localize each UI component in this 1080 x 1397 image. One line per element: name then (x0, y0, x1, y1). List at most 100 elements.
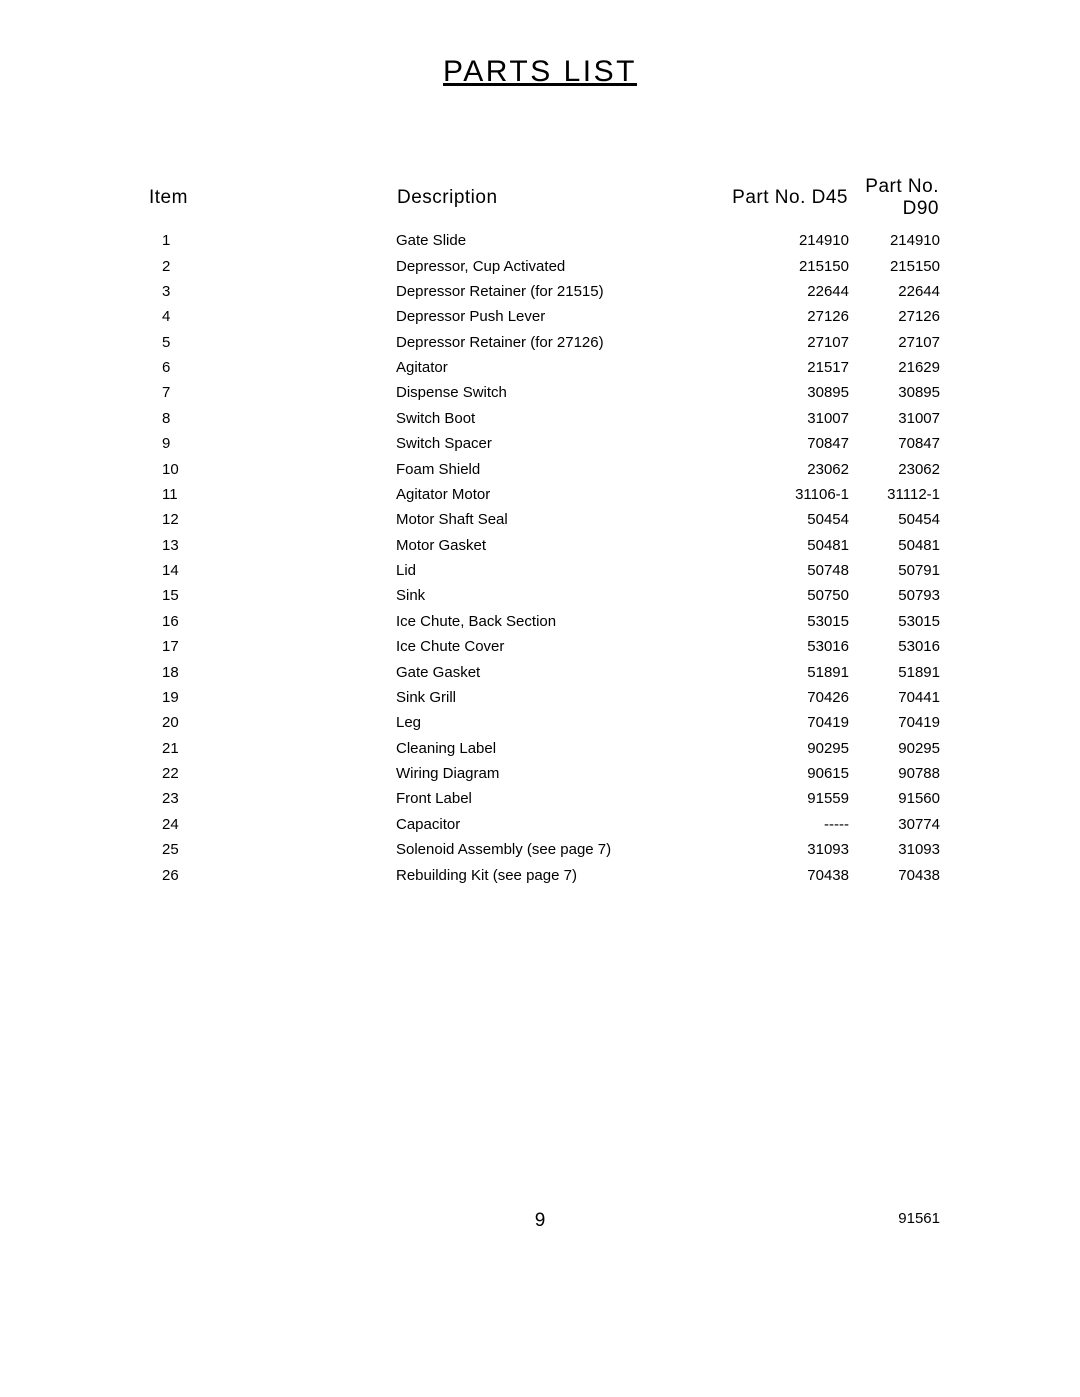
cell-part-d45: 51891 (688, 659, 849, 684)
cell-item: 16 (148, 609, 396, 634)
cell-part-d45: 70419 (688, 710, 849, 735)
cell-part-d45: 50454 (688, 507, 849, 532)
cell-part-d45: 90615 (688, 761, 849, 786)
cell-item: 18 (148, 659, 396, 684)
document-id: 91561 (898, 1210, 940, 1227)
cell-description: Depressor Push Lever (396, 304, 688, 329)
cell-part-d90: 90295 (849, 736, 940, 761)
cell-item: 20 (148, 710, 396, 735)
table-row: 5Depressor Retainer (for 27126)271072710… (148, 330, 940, 355)
cell-part-d90: 214910 (849, 228, 940, 253)
header-part-d90: Part No. D90 (849, 175, 940, 228)
cell-description: Sink (396, 583, 688, 608)
table-row: 16Ice Chute, Back Section5301553015 (148, 609, 940, 634)
cell-description: Leg (396, 710, 688, 735)
table-row: 23Front Label9155991560 (148, 786, 940, 811)
cell-item: 25 (148, 837, 396, 862)
cell-part-d45: 21517 (688, 355, 849, 380)
cell-item: 12 (148, 507, 396, 532)
cell-part-d90: 27107 (849, 330, 940, 355)
cell-description: Switch Boot (396, 406, 688, 431)
cell-description: Sink Grill (396, 685, 688, 710)
table-row: 9Switch Spacer7084770847 (148, 431, 940, 456)
cell-item: 11 (148, 482, 396, 507)
table-row: 8Switch Boot3100731007 (148, 406, 940, 431)
table-body: 1Gate Slide2149102149102Depressor, Cup A… (148, 228, 940, 888)
cell-item: 26 (148, 862, 396, 887)
cell-item: 24 (148, 812, 396, 837)
cell-part-d45: 53016 (688, 634, 849, 659)
table-row: 6Agitator2151721629 (148, 355, 940, 380)
cell-item: 13 (148, 533, 396, 558)
cell-item: 14 (148, 558, 396, 583)
cell-item: 22 (148, 761, 396, 786)
cell-part-d45: 53015 (688, 609, 849, 634)
header-description: Description (396, 175, 688, 228)
cell-item: 4 (148, 304, 396, 329)
cell-part-d45: 90295 (688, 736, 849, 761)
cell-part-d90: 50454 (849, 507, 940, 532)
cell-part-d45: 70847 (688, 431, 849, 456)
cell-part-d45: 31106-1 (688, 482, 849, 507)
cell-part-d90: 70847 (849, 431, 940, 456)
table-row: 21Cleaning Label9029590295 (148, 736, 940, 761)
table-row: 17Ice Chute Cover5301653016 (148, 634, 940, 659)
cell-item: 2 (148, 253, 396, 278)
cell-part-d45: 27107 (688, 330, 849, 355)
cell-description: Rebuilding Kit (see page 7) (396, 862, 688, 887)
cell-item: 9 (148, 431, 396, 456)
cell-part-d45: 70426 (688, 685, 849, 710)
cell-description: Cleaning Label (396, 736, 688, 761)
table-row: 24Capacitor-----30774 (148, 812, 940, 837)
cell-item: 1 (148, 228, 396, 253)
cell-part-d90: 21629 (849, 355, 940, 380)
page-title: PARTS LIST (0, 55, 1080, 89)
cell-part-d90: 70419 (849, 710, 940, 735)
cell-item: 21 (148, 736, 396, 761)
cell-description: Agitator (396, 355, 688, 380)
cell-item: 7 (148, 380, 396, 405)
cell-description: Motor Gasket (396, 533, 688, 558)
cell-part-d45: 70438 (688, 862, 849, 887)
cell-part-d45: 30895 (688, 380, 849, 405)
cell-description: Gate Gasket (396, 659, 688, 684)
parts-table-wrap: Item Description Part No. D45 Part No. D… (148, 175, 940, 888)
cell-item: 19 (148, 685, 396, 710)
table-row: 25Solenoid Assembly (see page 7)31093310… (148, 837, 940, 862)
cell-part-d90: 50481 (849, 533, 940, 558)
table-row: 11Agitator Motor31106-131112-1 (148, 482, 940, 507)
cell-item: 3 (148, 279, 396, 304)
cell-part-d45: 50750 (688, 583, 849, 608)
cell-item: 8 (148, 406, 396, 431)
table-row: 3Depressor Retainer (for 21515)226442264… (148, 279, 940, 304)
cell-part-d45: 22644 (688, 279, 849, 304)
table-row: 15Sink5075050793 (148, 583, 940, 608)
cell-part-d90: 50791 (849, 558, 940, 583)
cell-part-d90: 27126 (849, 304, 940, 329)
header-row: Item Description Part No. D45 Part No. D… (148, 175, 940, 228)
cell-part-d45: 50748 (688, 558, 849, 583)
cell-item: 23 (148, 786, 396, 811)
table-row: 14Lid5074850791 (148, 558, 940, 583)
cell-part-d45: 215150 (688, 253, 849, 278)
table-row: 18Gate Gasket5189151891 (148, 659, 940, 684)
cell-part-d90: 31093 (849, 837, 940, 862)
cell-part-d90: 30774 (849, 812, 940, 837)
cell-part-d45: 23062 (688, 456, 849, 481)
header-part-d45: Part No. D45 (688, 175, 849, 228)
cell-part-d90: 31007 (849, 406, 940, 431)
cell-part-d45: 27126 (688, 304, 849, 329)
cell-description: Gate Slide (396, 228, 688, 253)
cell-part-d90: 51891 (849, 659, 940, 684)
cell-part-d45: 31093 (688, 837, 849, 862)
header-item: Item (148, 175, 396, 228)
cell-part-d90: 22644 (849, 279, 940, 304)
cell-part-d45: 214910 (688, 228, 849, 253)
cell-description: Switch Spacer (396, 431, 688, 456)
cell-part-d45: 50481 (688, 533, 849, 558)
cell-part-d45: ----- (688, 812, 849, 837)
cell-item: 10 (148, 456, 396, 481)
cell-description: Dispense Switch (396, 380, 688, 405)
table-row: 4Depressor Push Lever2712627126 (148, 304, 940, 329)
cell-part-d90: 30895 (849, 380, 940, 405)
